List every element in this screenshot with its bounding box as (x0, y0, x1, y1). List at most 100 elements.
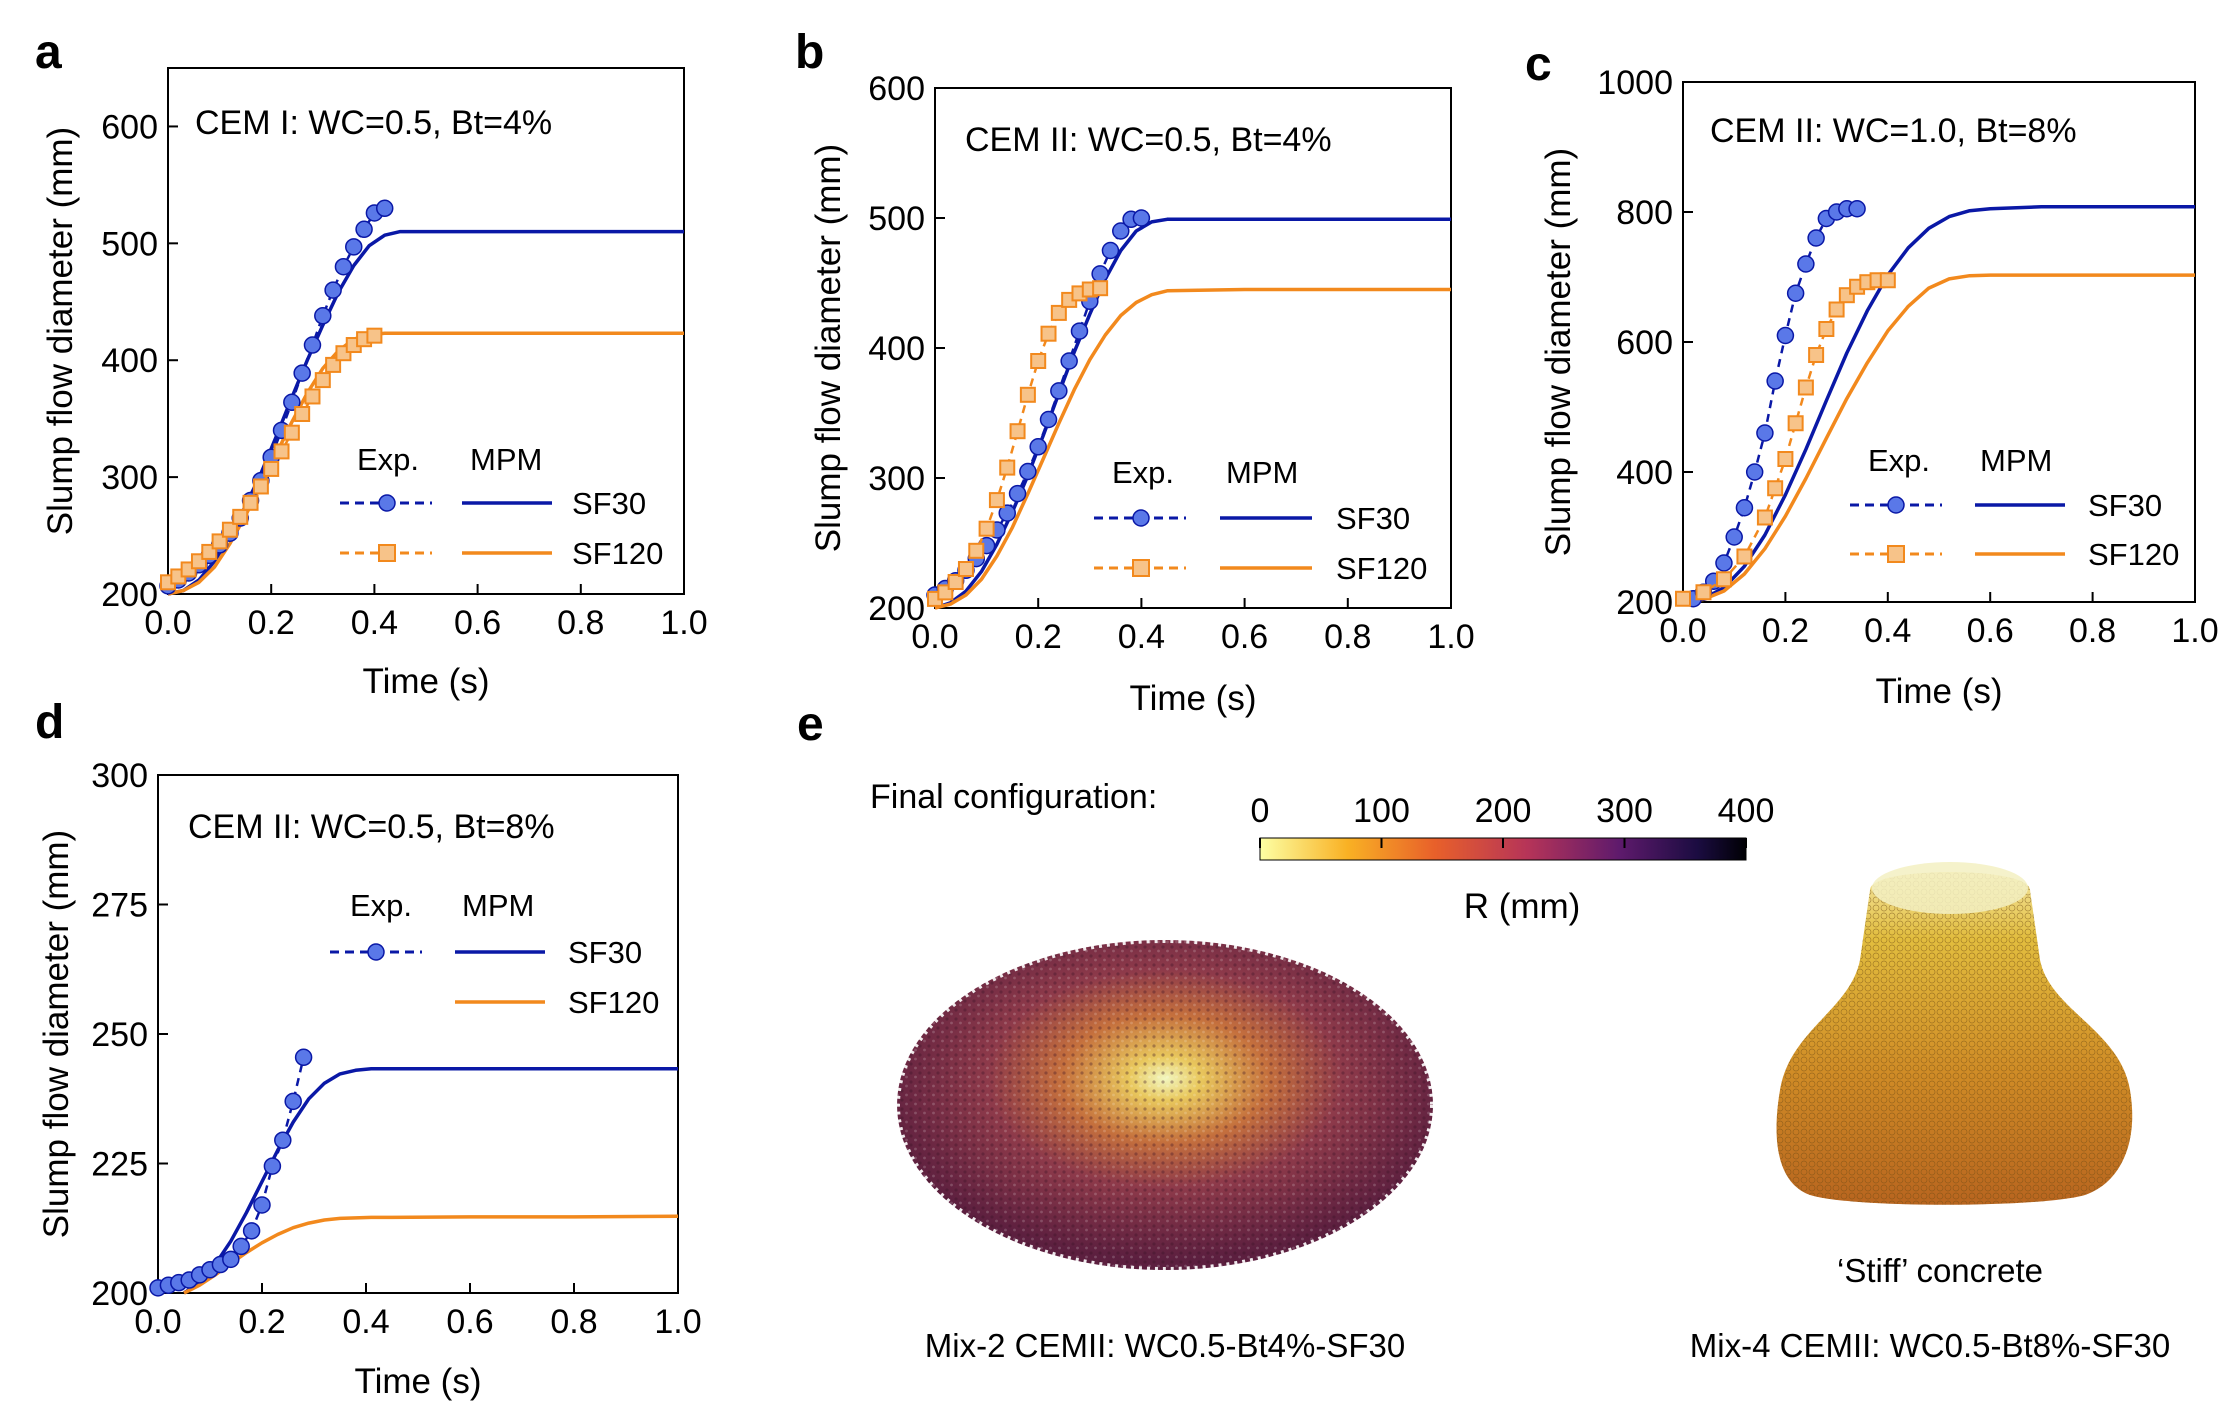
data-point (1767, 480, 1784, 497)
x-tick-label: 0.6 (1221, 618, 1268, 656)
y-tick-label: 800 (1616, 194, 1673, 232)
data-point (211, 533, 228, 550)
panel-c: c CEM II: WC=1.0, Bt=8% Time (s) Slump f… (1525, 38, 2219, 711)
colorbar: 0 100 200 300 400 R (mm) (1251, 792, 1775, 926)
chart-annotation: CEM II: WC=0.5, Bt=8% (188, 808, 555, 846)
y-tick-label: 400 (868, 330, 925, 368)
stiff-concrete-label: ‘Stiff’ concrete (1837, 1252, 2043, 1289)
x-ticks: 0.0 0.2 0.4 0.6 0.8 1.0 (134, 1283, 702, 1341)
y-ticks: 200 300 400 500 600 (868, 70, 945, 628)
colorbar-tick-label: 200 (1475, 792, 1532, 830)
data-point (947, 574, 964, 590)
x-tick-label: 0.6 (454, 604, 501, 642)
data-point (294, 405, 311, 422)
data-point (314, 307, 332, 325)
data-point (1735, 499, 1754, 517)
data-point (366, 327, 383, 344)
legend-mpm-header: MPM (470, 442, 542, 477)
x-axis-label: Time (s) (354, 1362, 481, 1401)
series-sf30-exp-line (157, 1057, 305, 1290)
y-tick-label: 400 (1616, 454, 1673, 492)
panel-a: a CEM I: WC=0.5, Bt=4% Time (s) Slump fl… (35, 26, 708, 701)
legend-sf120-label: SF120 (1336, 551, 1427, 586)
legend-exp-header: Exp. (1112, 455, 1174, 490)
colorbar-tick-label: 100 (1353, 792, 1410, 830)
x-axis-label: Time (s) (1129, 679, 1256, 718)
data-point (1766, 372, 1784, 390)
data-point (274, 1131, 292, 1149)
colorbar-tick-label: 0 (1251, 792, 1270, 830)
data-point (222, 1250, 240, 1269)
y-tick-label: 200 (1616, 584, 1673, 622)
data-point (1848, 200, 1866, 218)
legend-mpm-header: MPM (1226, 455, 1298, 490)
chart-annotation: CEM II: WC=0.5, Bt=4% (965, 121, 1332, 159)
data-point (1019, 462, 1037, 481)
data-point (1092, 280, 1109, 297)
panel-letter-e: e (797, 698, 824, 751)
y-ticks: 200 300 400 500 600 (101, 108, 178, 614)
y-axis-label: Slump flow diameter (mm) (37, 830, 76, 1238)
legend-sf120-exp-marker (1132, 559, 1150, 577)
data-point (1808, 347, 1825, 363)
caption-mix4: Mix-4 CEMII: WC0.5-Bt8%-SF30 (1690, 1327, 2170, 1364)
x-tick-label: 0.8 (557, 604, 604, 642)
data-point (294, 1048, 313, 1067)
data-point (325, 356, 342, 373)
x-tick-label: 0.4 (351, 604, 398, 642)
x-axis-label: Time (s) (362, 662, 489, 701)
data-point (1132, 209, 1151, 227)
data-point (221, 521, 238, 538)
x-tick-label: 1.0 (660, 604, 707, 642)
x-tick-label: 0.8 (550, 1303, 597, 1341)
series-sf120-mpm-line (934, 287, 1451, 610)
chart-annotation: CEM I: WC=0.5, Bt=4% (195, 104, 552, 142)
data-point (242, 1222, 261, 1240)
panel-letter-b: b (795, 26, 824, 79)
series-sf30-mpm-line (1682, 205, 2195, 604)
y-tick-label: 500 (101, 225, 158, 263)
data-point (998, 504, 1016, 522)
data-point (1070, 322, 1089, 340)
data-point (1009, 423, 1026, 440)
legend: Exp. MPM SF30 SF120 (1850, 443, 2179, 572)
data-point (957, 561, 974, 577)
y-tick-label: 200 (868, 590, 925, 628)
data-point (1797, 379, 1814, 396)
x-axis-label: Time (s) (1875, 672, 2002, 711)
mix2-particle-render (894, 937, 1436, 1273)
chart-marks (149, 1048, 679, 1297)
data-point (232, 1237, 250, 1256)
x-tick-label: 0.4 (342, 1303, 389, 1341)
panel-e: e Final configuration: 0 100 200 300 400… (797, 698, 2170, 1364)
data-point (1019, 386, 1036, 403)
series-sf30-mpm-line (183, 1066, 678, 1295)
x-tick-label: 0.2 (1762, 612, 1809, 650)
y-ticks: 200 225 250 275 300 (91, 757, 168, 1313)
data-point (252, 478, 269, 495)
legend: Exp. MPM SF30 SF120 (1094, 455, 1427, 586)
x-tick-label: 0.2 (238, 1303, 285, 1341)
x-tick-label: 1.0 (1427, 618, 1474, 656)
data-point (1787, 415, 1804, 432)
data-point (1715, 554, 1733, 572)
panel-letter-d: d (35, 696, 64, 749)
data-point (1725, 528, 1743, 546)
data-point (1101, 241, 1120, 260)
y-ticks: 200 400 600 800 1000 (1597, 64, 1693, 622)
mix4-particle-texture (1776, 872, 2133, 1205)
data-point (1675, 590, 1691, 607)
x-tick-label: 0.6 (1967, 612, 2014, 650)
legend-sf120-exp-marker (378, 544, 396, 562)
legend-sf30-exp-marker (1887, 496, 1905, 514)
data-point (284, 1092, 302, 1111)
mix4-particle-render (1776, 862, 2133, 1205)
plot-frame (167, 67, 685, 595)
panel-letter-a: a (35, 26, 62, 79)
y-tick-label: 600 (1616, 324, 1673, 362)
data-point (1060, 352, 1078, 370)
data-point (1040, 325, 1057, 342)
data-point (1818, 321, 1835, 337)
legend-sf120-exp-marker (1887, 545, 1905, 563)
